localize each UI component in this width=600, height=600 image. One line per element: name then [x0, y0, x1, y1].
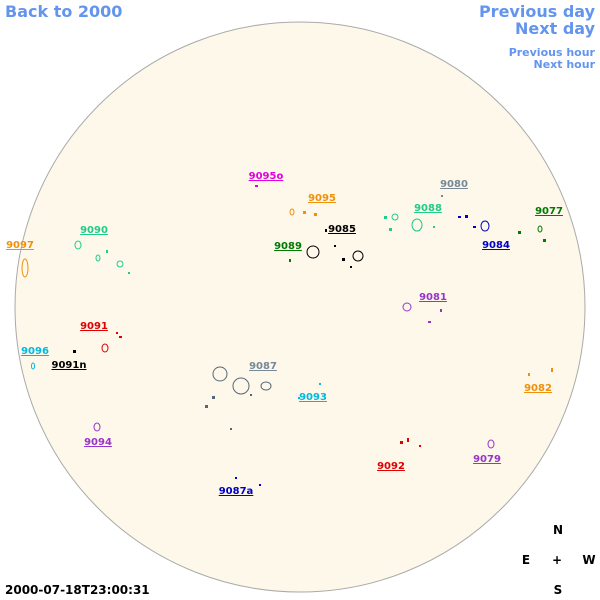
region-label[interactable]: 9087	[249, 361, 277, 372]
region-label[interactable]: 9081	[419, 292, 447, 303]
region-label[interactable]: 9091	[80, 321, 108, 332]
region-label[interactable]: 9088	[414, 203, 442, 214]
region-label[interactable]: 9080	[440, 179, 468, 190]
region-label[interactable]: 9085	[328, 224, 356, 235]
spot-dots	[73, 185, 553, 486]
region-label[interactable]: 9096	[21, 346, 49, 357]
region-label[interactable]: 9094	[84, 437, 112, 448]
previous-hour-link[interactable]: Previous hour	[509, 46, 596, 59]
compass-west: W	[582, 553, 595, 567]
compass-center: +	[552, 553, 562, 567]
region-label[interactable]: 9093	[299, 392, 327, 403]
compass-north: N	[553, 523, 563, 537]
compass-south: S	[554, 583, 563, 597]
region-label[interactable]: 9097	[6, 240, 34, 251]
region-label[interactable]: 9095o	[249, 171, 284, 182]
region-label[interactable]: 9091n	[52, 360, 87, 371]
next-day-link[interactable]: Next day	[515, 19, 596, 38]
region-label[interactable]: 9087a	[219, 486, 254, 497]
solar-disk	[14, 21, 586, 593]
region-label[interactable]: 9077	[535, 206, 563, 217]
next-hour-link[interactable]: Next hour	[534, 58, 596, 71]
region-label[interactable]: 9095	[308, 193, 336, 204]
back-link[interactable]: Back to 2000	[5, 2, 122, 21]
sunspots	[21, 208, 543, 449]
region-label[interactable]: 9089	[274, 241, 302, 252]
previous-day-link[interactable]: Previous day	[479, 2, 596, 21]
timestamp: 2000-07-18T23:00:31	[5, 583, 150, 597]
region-label[interactable]: 9084	[482, 240, 510, 251]
compass-east: E	[522, 553, 530, 567]
region-label[interactable]: 9090	[80, 225, 108, 236]
region-label[interactable]: 9082	[524, 383, 552, 394]
region-label[interactable]: 9079	[473, 454, 501, 465]
region-label[interactable]: 9092	[377, 461, 405, 472]
